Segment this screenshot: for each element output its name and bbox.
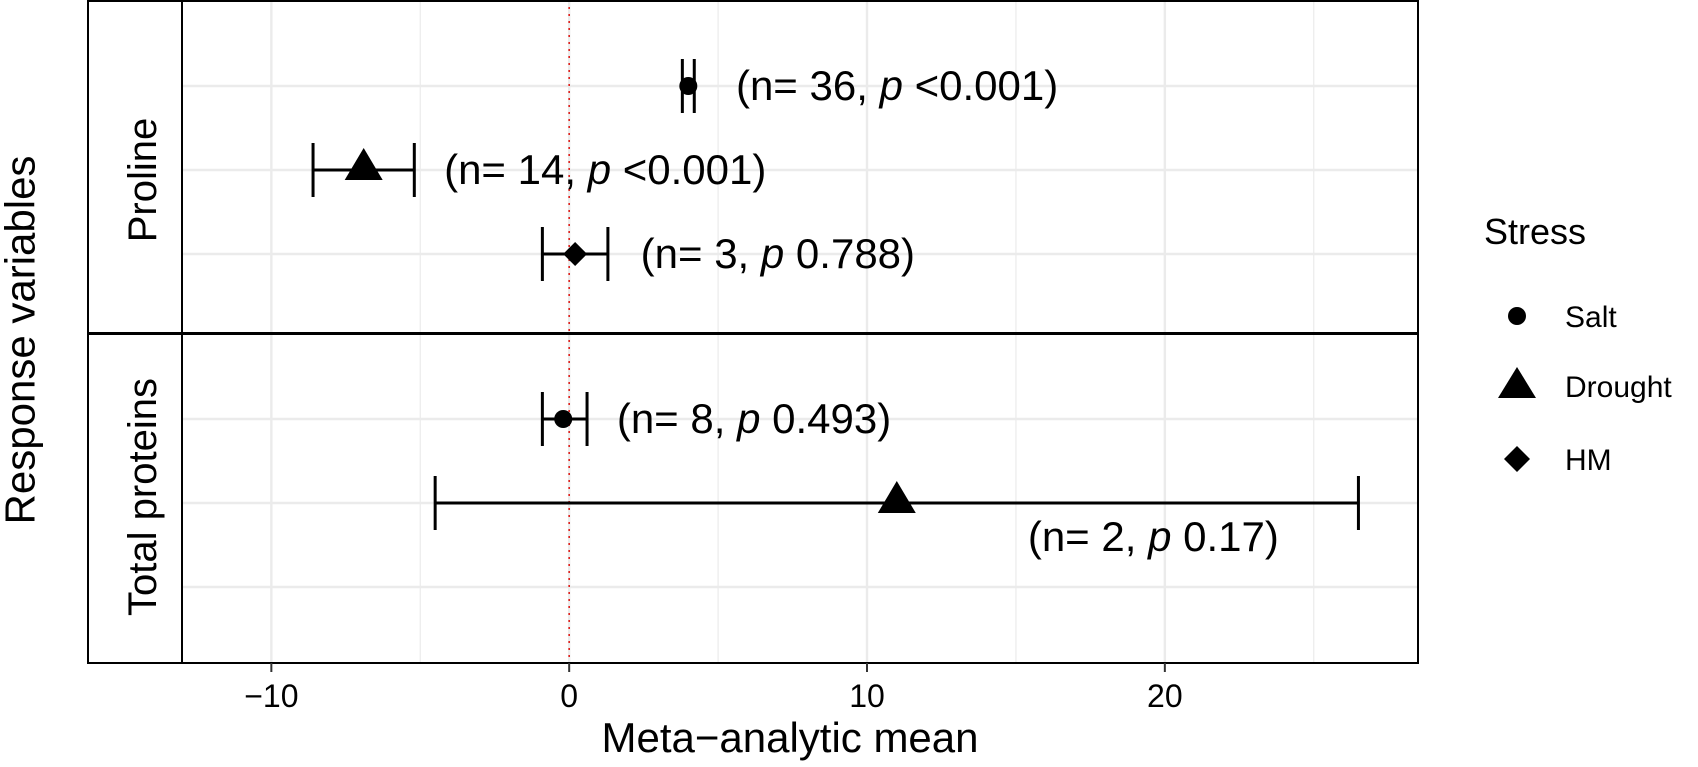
- point-proline-salt-annotation: (n= 36, p <0.001): [736, 62, 1058, 109]
- point-total-proteins-salt-annotation: (n= 8, p 0.493): [617, 395, 891, 442]
- x-tick-label-10: −10: [244, 678, 298, 714]
- grid-lines: [182, 0, 1418, 663]
- legend-salt-circle-icon: [1508, 307, 1526, 325]
- point-total-proteins-drought-triangle-marker: [877, 481, 916, 513]
- legend-label-salt: Salt: [1565, 301, 1617, 334]
- x-tick-label-10: 10: [849, 678, 885, 714]
- panel-frame-1: [181, 333, 1419, 664]
- legend-label-hm: HM: [1565, 444, 1612, 477]
- point-total-proteins-drought-annotation: (n= 2, p 0.17): [1028, 513, 1279, 560]
- point-total-proteins-salt-circle-marker: [554, 410, 573, 428]
- legend-title: Stress: [1484, 211, 1586, 252]
- x-axis-ticks: −10 0 10 20: [244, 663, 1183, 714]
- panel-frames: [87, 0, 1419, 664]
- x-tick-label-0: 0: [560, 678, 578, 714]
- point-proline-hm-annotation: (n= 3, p 0.788): [641, 230, 915, 277]
- facet-label-total-proteins: Total proteins: [121, 378, 165, 616]
- y-axis-label: Response variables: [0, 156, 44, 525]
- point-proline-drought-triangle-marker: [344, 148, 383, 180]
- point-proline-salt-circle-marker: [679, 77, 698, 95]
- legend-hm-diamond-icon: [1504, 446, 1530, 472]
- x-axis-label: Meta−analytic mean: [601, 714, 978, 761]
- strip-frame-1: [87, 333, 183, 664]
- legend-label-drought: Drought: [1565, 371, 1672, 404]
- x-tick-label-20: 20: [1147, 678, 1183, 714]
- point-proline-drought-annotation: (n= 14, p <0.001): [444, 146, 766, 193]
- point-proline-hm-diamond-marker: [563, 242, 588, 266]
- facet-label-proline: Proline: [121, 118, 165, 243]
- data-marks: (n= 36, p <0.001) (n= 14, p <0.001) (n= 3,…: [311, 59, 1360, 560]
- legend: Stress Salt Drought HM: [1484, 211, 1672, 477]
- legend-drought-triangle-icon: [1498, 367, 1536, 398]
